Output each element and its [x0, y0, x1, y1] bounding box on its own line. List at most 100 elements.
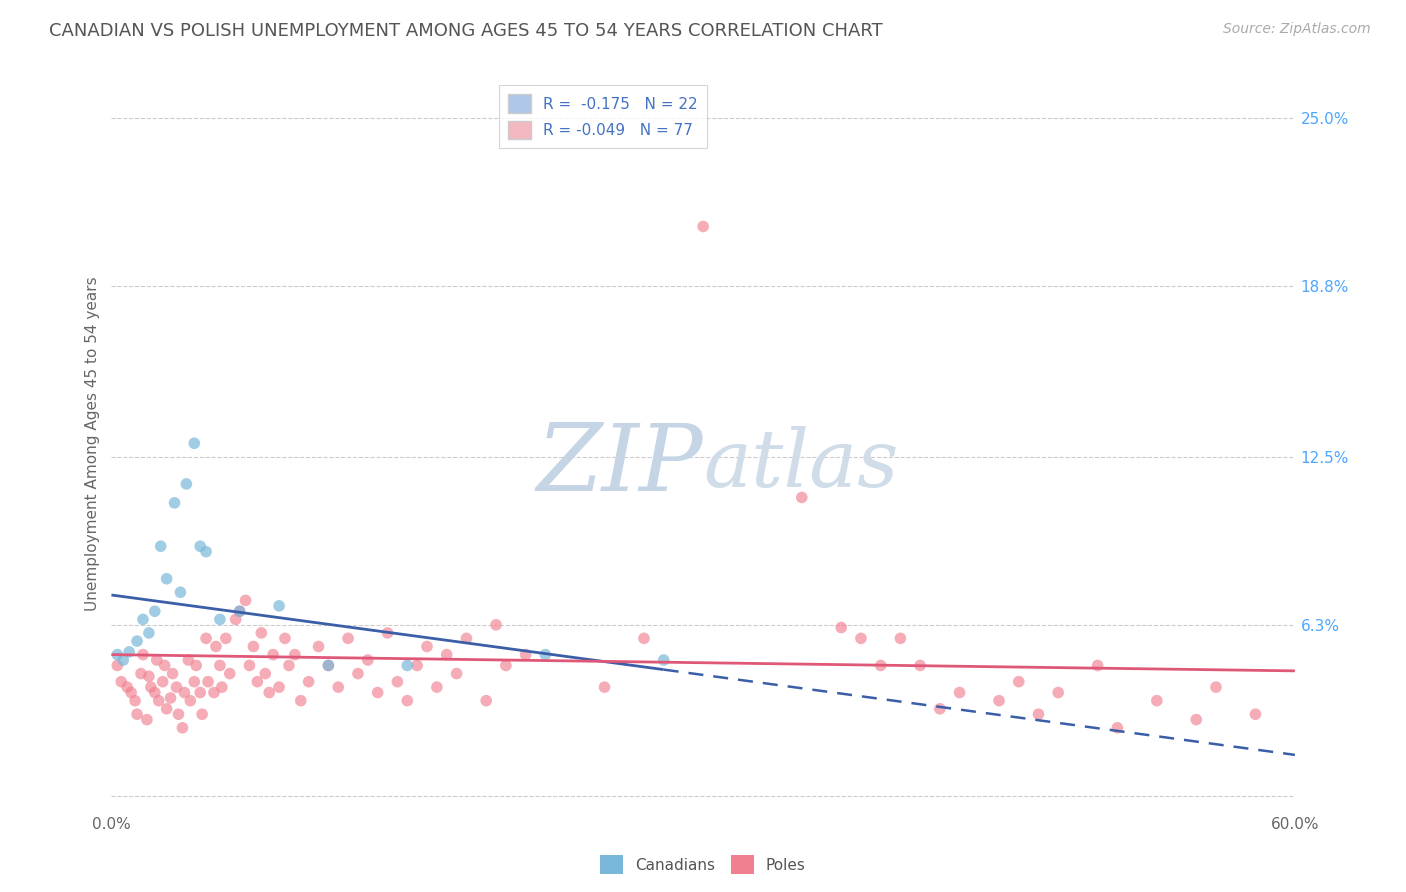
Point: [257, 685, 280, 699]
Point: [254, 666, 277, 681]
Point: [692, 219, 714, 234]
Point: [534, 648, 557, 662]
Point: [869, 658, 891, 673]
Point: [1244, 707, 1267, 722]
Point: [328, 680, 350, 694]
Point: [179, 694, 201, 708]
Point: [125, 707, 148, 722]
Point: [188, 539, 211, 553]
Point: [143, 685, 166, 699]
Point: [267, 680, 290, 694]
Point: [250, 626, 273, 640]
Point: [225, 612, 247, 626]
Point: [889, 632, 911, 646]
Point: [318, 658, 340, 673]
Point: [1047, 685, 1070, 699]
Point: [347, 666, 370, 681]
Point: [205, 640, 228, 654]
Point: [830, 620, 852, 634]
Point: [456, 632, 478, 646]
Legend: Canadians, Poles: Canadians, Poles: [595, 849, 811, 880]
Point: [195, 544, 218, 558]
Point: [105, 648, 128, 662]
Point: [195, 632, 218, 646]
Point: [208, 658, 231, 673]
Point: [159, 690, 181, 705]
Point: [928, 702, 950, 716]
Point: [188, 685, 211, 699]
Point: [152, 674, 174, 689]
Point: [267, 599, 290, 613]
Point: [948, 685, 970, 699]
Point: [318, 658, 340, 673]
Point: [849, 632, 872, 646]
Point: [183, 436, 205, 450]
Point: [242, 640, 264, 654]
Point: [125, 634, 148, 648]
Point: [120, 685, 142, 699]
Point: [436, 648, 458, 662]
Point: [1087, 658, 1109, 673]
Point: [197, 674, 219, 689]
Point: [367, 685, 389, 699]
Point: [1146, 694, 1168, 708]
Point: [153, 658, 176, 673]
Point: [162, 666, 184, 681]
Point: [277, 658, 299, 673]
Point: [148, 694, 170, 708]
Point: [426, 680, 449, 694]
Point: [191, 707, 214, 722]
Point: [337, 632, 360, 646]
Point: [446, 666, 468, 681]
Point: [186, 658, 208, 673]
Point: [163, 496, 186, 510]
Point: [633, 632, 655, 646]
Point: [132, 612, 155, 626]
Point: [183, 674, 205, 689]
Point: [593, 680, 616, 694]
Point: [132, 648, 155, 662]
Point: [1028, 707, 1050, 722]
Point: [416, 640, 439, 654]
Point: [1205, 680, 1227, 694]
Point: [515, 648, 537, 662]
Point: [169, 585, 191, 599]
Point: [908, 658, 931, 673]
Point: [112, 653, 135, 667]
Point: [124, 694, 146, 708]
Point: [262, 648, 284, 662]
Point: [176, 476, 198, 491]
Point: [110, 674, 132, 689]
Y-axis label: Unemployment Among Ages 45 to 54 years: Unemployment Among Ages 45 to 54 years: [86, 276, 100, 610]
Point: [202, 685, 225, 699]
Point: [172, 721, 194, 735]
Point: [211, 680, 233, 694]
Point: [652, 653, 675, 667]
Point: [387, 674, 409, 689]
Point: [238, 658, 260, 673]
Point: [377, 626, 399, 640]
Point: [396, 694, 419, 708]
Legend: R =  -0.175   N = 22, R = -0.049   N = 77: R = -0.175 N = 22, R = -0.049 N = 77: [499, 85, 707, 148]
Point: [218, 666, 240, 681]
Point: [115, 680, 138, 694]
Point: [790, 491, 813, 505]
Text: CANADIAN VS POLISH UNEMPLOYMENT AMONG AGES 45 TO 54 YEARS CORRELATION CHART: CANADIAN VS POLISH UNEMPLOYMENT AMONG AG…: [49, 22, 883, 40]
Point: [156, 572, 179, 586]
Point: [228, 604, 250, 618]
Point: [495, 658, 517, 673]
Point: [118, 645, 141, 659]
Point: [298, 674, 321, 689]
Point: [406, 658, 429, 673]
Point: [485, 617, 508, 632]
Point: [1185, 713, 1208, 727]
Point: [284, 648, 307, 662]
Point: [166, 680, 188, 694]
Point: [156, 702, 179, 716]
Text: Source: ZipAtlas.com: Source: ZipAtlas.com: [1223, 22, 1371, 37]
Point: [135, 713, 157, 727]
Point: [308, 640, 330, 654]
Point: [215, 632, 238, 646]
Point: [274, 632, 297, 646]
Point: [146, 653, 169, 667]
